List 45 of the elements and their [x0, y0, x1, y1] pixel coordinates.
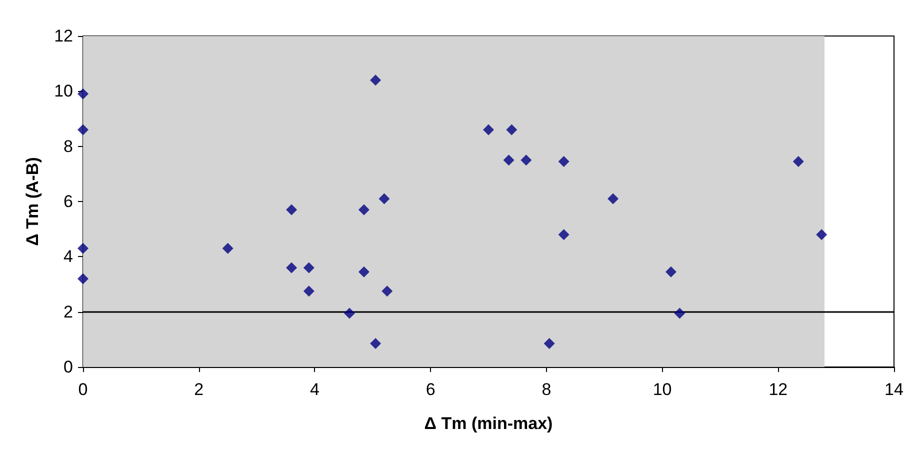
- y-tick-label: 10: [54, 82, 73, 101]
- point: [286, 204, 298, 216]
- x-axis-title: Δ Tm (min-max): [424, 414, 553, 433]
- point: [520, 154, 532, 166]
- point: [816, 229, 828, 240]
- point: [222, 242, 234, 254]
- point: [286, 262, 298, 274]
- y-tick-label: 12: [54, 26, 73, 46]
- point: [503, 154, 514, 166]
- y-axis-title: Δ Tm (A-B): [23, 157, 42, 246]
- point: [792, 156, 804, 168]
- point: [303, 286, 314, 297]
- point: [370, 74, 382, 86]
- point: [303, 262, 314, 274]
- x-tick-label: 6: [426, 380, 436, 399]
- y-tick-label: 8: [64, 136, 73, 156]
- point: [78, 242, 88, 254]
- point: [483, 124, 494, 136]
- point: [344, 308, 355, 319]
- point: [358, 266, 370, 278]
- point: [78, 124, 88, 136]
- point: [370, 338, 382, 350]
- x-tick-label: 4: [310, 380, 320, 399]
- x-tick-label: 14: [884, 380, 904, 399]
- point: [558, 156, 570, 168]
- point: [665, 266, 676, 278]
- point: [506, 124, 518, 136]
- y-tick-label: 6: [64, 192, 73, 211]
- y-tick-label: 0: [64, 358, 73, 376]
- point: [382, 286, 393, 297]
- x-tick-label: 0: [78, 380, 88, 399]
- x-tick-label: 12: [768, 380, 788, 399]
- point: [358, 204, 370, 216]
- x-tick-label: 10: [652, 380, 672, 399]
- point: [544, 338, 555, 350]
- y-tick-label: 4: [64, 247, 73, 266]
- x-tick-label: 2: [194, 380, 204, 399]
- point: [674, 308, 686, 319]
- y-tick-label: 2: [64, 302, 73, 322]
- point: [378, 193, 390, 204]
- x-tick-label: 8: [542, 380, 552, 399]
- point: [608, 193, 619, 204]
- point: [78, 273, 88, 284]
- point: [558, 229, 570, 240]
- point: [78, 88, 88, 100]
